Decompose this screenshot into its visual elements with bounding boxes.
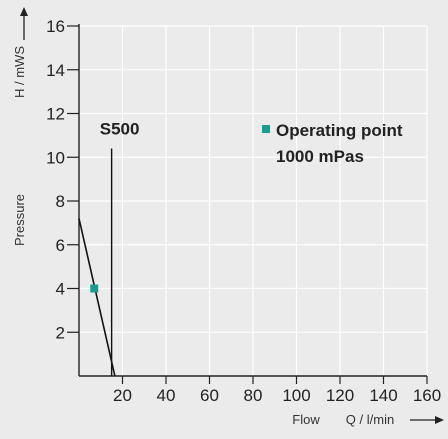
y-axis-prefix: Pressure [12,194,27,246]
series-label: S500 [100,120,140,139]
y-axis-arrow-icon [20,7,28,16]
x-tick-label: 20 [113,386,132,405]
y-tick-label: 16 [46,17,65,36]
x-axis-arrow-icon [435,416,444,424]
x-tick-label: 100 [282,386,310,405]
y-tick-label: 4 [56,280,65,299]
y-tick-label: 12 [46,105,65,124]
x-axis-label: Q / l/min [346,412,394,427]
y-tick-label: 2 [56,323,65,342]
x-tick-label: 140 [369,386,397,405]
y-tick-label: 10 [46,148,65,167]
x-tick-label: 80 [244,386,263,405]
x-tick-label: 120 [326,386,354,405]
y-tick-label: 14 [46,61,65,80]
grid [79,25,428,376]
y-axis-label: H / mWS [12,46,27,98]
x-tick-label: 60 [200,386,219,405]
legend-label-line1: Operating point [276,121,403,140]
axes [20,7,444,424]
x-tick-label: 40 [157,386,176,405]
legend-label-line2: 1000 mPas [276,147,364,166]
marks [78,148,116,377]
x-axis-prefix: Flow [292,412,320,427]
series-line-s500 [78,218,116,377]
legend-marker [262,125,270,133]
operating-point-marker [90,284,99,293]
y-tick-label: 6 [56,236,65,255]
labels: 2 4 6 8 10 12 14 16 20 40 60 80 100 120 140 160 H / mWS P… [12,17,441,427]
x-tick-label: 160 [413,386,441,405]
y-tick-label: 8 [56,192,65,211]
